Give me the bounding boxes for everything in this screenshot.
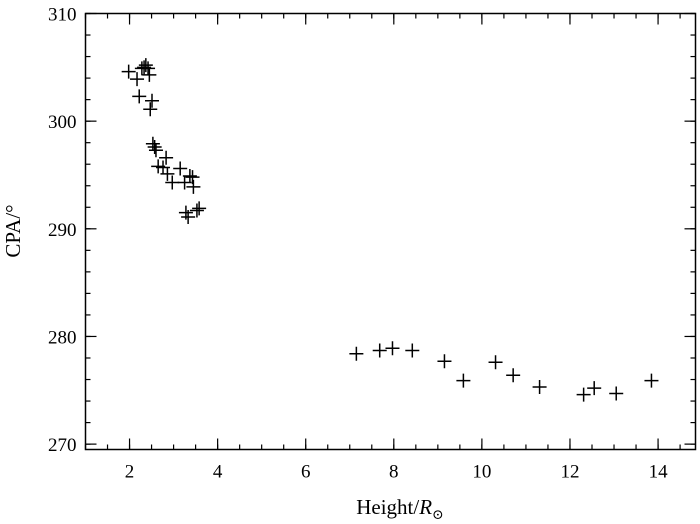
data-point xyxy=(145,93,160,108)
y-axis-label: CPA/° xyxy=(1,204,25,257)
data-point xyxy=(576,387,591,402)
data-point xyxy=(138,58,153,73)
data-point xyxy=(372,343,387,358)
data-point xyxy=(644,373,659,388)
x-tick-label: 14 xyxy=(649,462,669,483)
x-axis-label-text: Height/ xyxy=(356,495,419,519)
data-point xyxy=(173,161,188,176)
data-points xyxy=(121,58,659,402)
data-point xyxy=(456,373,471,388)
data-point xyxy=(141,61,156,76)
data-point xyxy=(437,354,452,369)
y-tick-labels: 270 280 290 300 310 xyxy=(48,5,77,457)
y-tick-label: 300 xyxy=(48,112,77,133)
data-point xyxy=(160,166,175,181)
data-point xyxy=(165,175,180,190)
data-point xyxy=(506,368,521,383)
x-axis-label-subscript: ⊙ xyxy=(432,508,444,523)
x-tick-label: 12 xyxy=(560,462,579,483)
data-point xyxy=(189,203,204,218)
x-tick-label: 8 xyxy=(389,462,399,483)
data-point xyxy=(192,201,207,216)
data-point xyxy=(185,170,200,185)
x-tick-label: 6 xyxy=(301,462,311,483)
data-point xyxy=(488,355,503,370)
y-tick-label: 280 xyxy=(48,327,77,348)
x-tick-label: 10 xyxy=(472,462,491,483)
data-point xyxy=(147,139,162,154)
data-point xyxy=(532,380,547,395)
axis-ticks xyxy=(84,12,696,450)
x-axis-label-symbol: R xyxy=(418,495,432,519)
data-point xyxy=(405,343,420,358)
data-point xyxy=(130,72,145,87)
data-point xyxy=(609,386,624,401)
data-point xyxy=(385,341,400,356)
data-point xyxy=(587,381,602,396)
data-point xyxy=(143,102,158,117)
data-point xyxy=(349,346,364,361)
data-point xyxy=(132,89,147,104)
x-axis-label: Height/R⊙ xyxy=(356,495,444,523)
data-point xyxy=(148,143,163,158)
plot-frame xyxy=(84,12,697,451)
data-point xyxy=(181,209,196,224)
data-point xyxy=(159,150,174,165)
data-point xyxy=(121,64,136,79)
x-tick-label: 2 xyxy=(125,462,135,483)
y-tick-label: 270 xyxy=(48,435,77,456)
y-tick-label: 290 xyxy=(48,220,77,241)
x-tick-label: 4 xyxy=(213,462,223,483)
data-point xyxy=(186,179,201,194)
y-tick-label: 310 xyxy=(48,5,77,26)
data-point xyxy=(142,67,157,82)
x-tick-labels: 2 4 6 8 10 12 14 xyxy=(125,462,668,483)
data-point xyxy=(145,136,160,151)
data-point xyxy=(182,169,197,184)
